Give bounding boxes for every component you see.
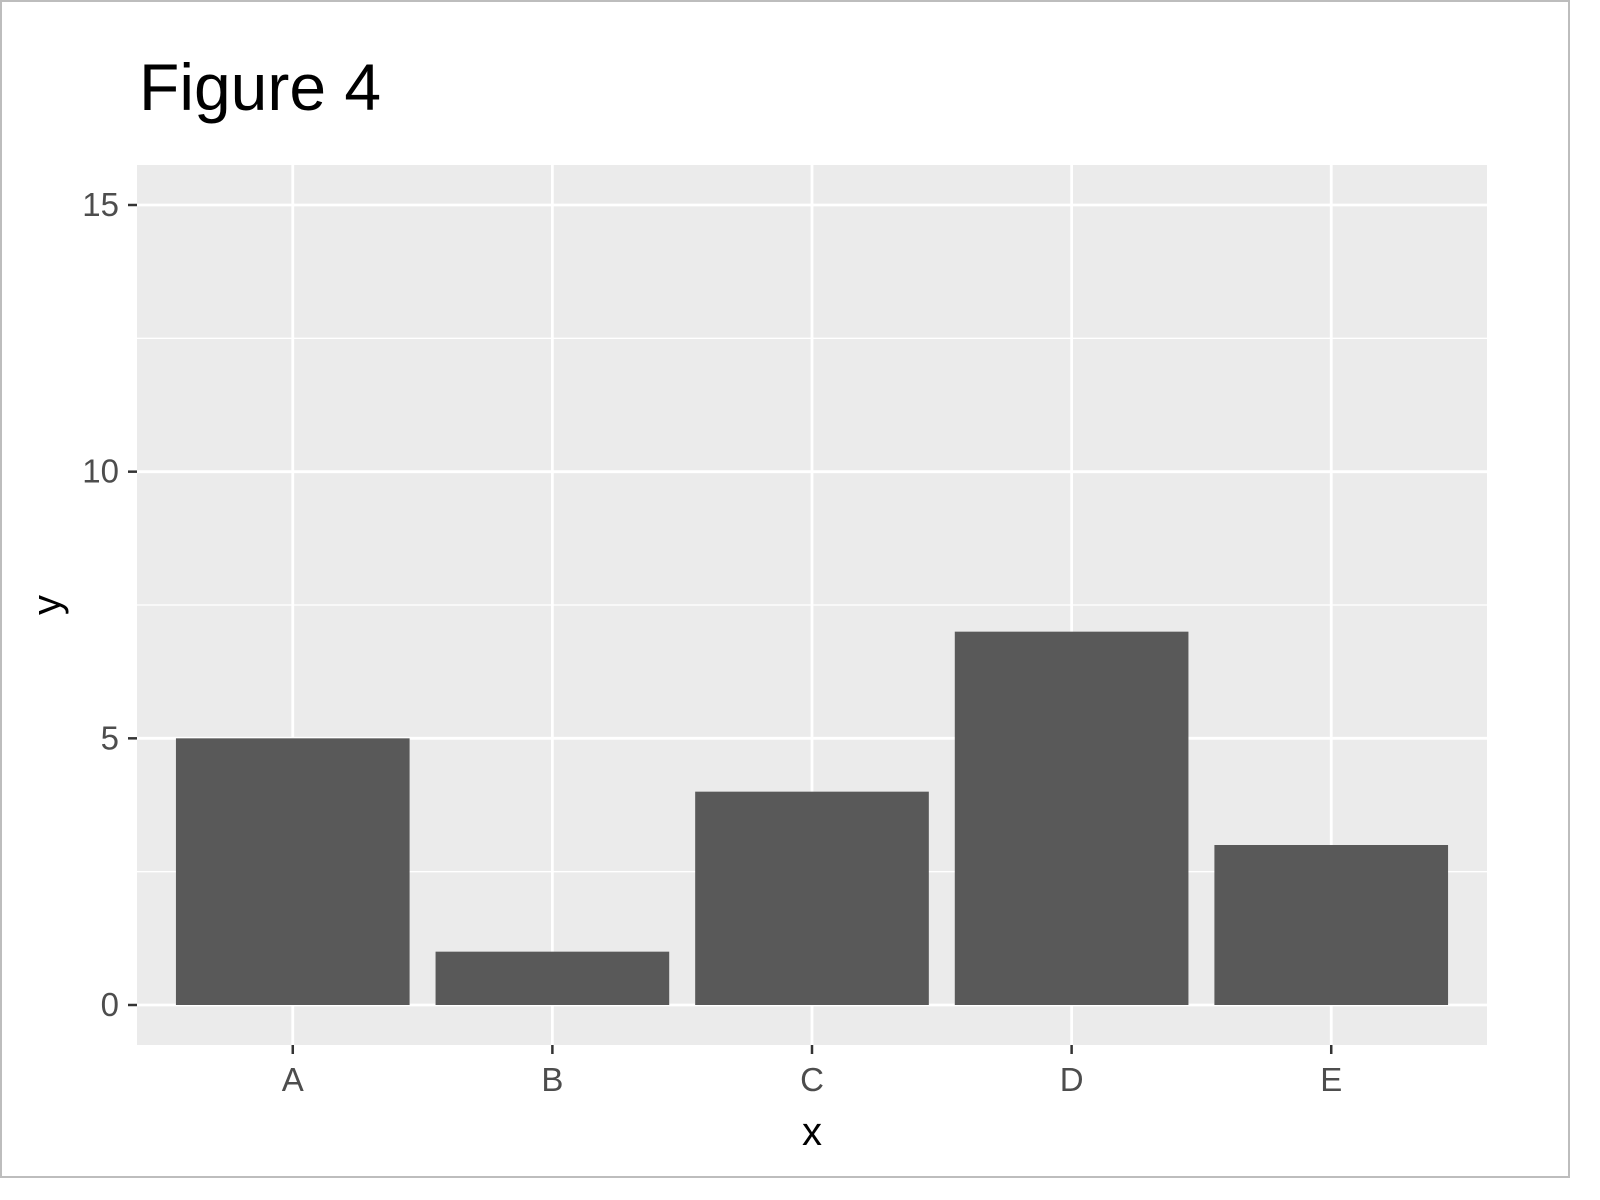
x-axis: A B C D E <box>282 1045 1342 1098</box>
x-tick-label: B <box>541 1061 563 1098</box>
x-axis-title: x <box>802 1110 822 1154</box>
bar-C <box>695 791 929 1005</box>
bar-E <box>1214 845 1449 1005</box>
chart-title: Figure 4 <box>139 50 382 124</box>
bar-A <box>175 738 410 1005</box>
y-axis: 0 5 10 15 <box>82 186 137 1023</box>
x-tick-label: C <box>800 1061 824 1098</box>
x-tick-label: A <box>282 1061 304 1098</box>
bar-D <box>954 631 1189 1005</box>
y-tick-label: 10 <box>82 453 119 490</box>
bars <box>175 631 1449 1005</box>
y-axis-title: y <box>25 595 69 615</box>
y-tick-label: 0 <box>101 986 119 1023</box>
x-tick-label: E <box>1320 1061 1342 1098</box>
bar-B <box>435 951 670 1005</box>
y-tick-label: 5 <box>101 719 119 756</box>
x-tick-label: D <box>1060 1061 1084 1098</box>
y-tick-label: 15 <box>82 186 119 223</box>
